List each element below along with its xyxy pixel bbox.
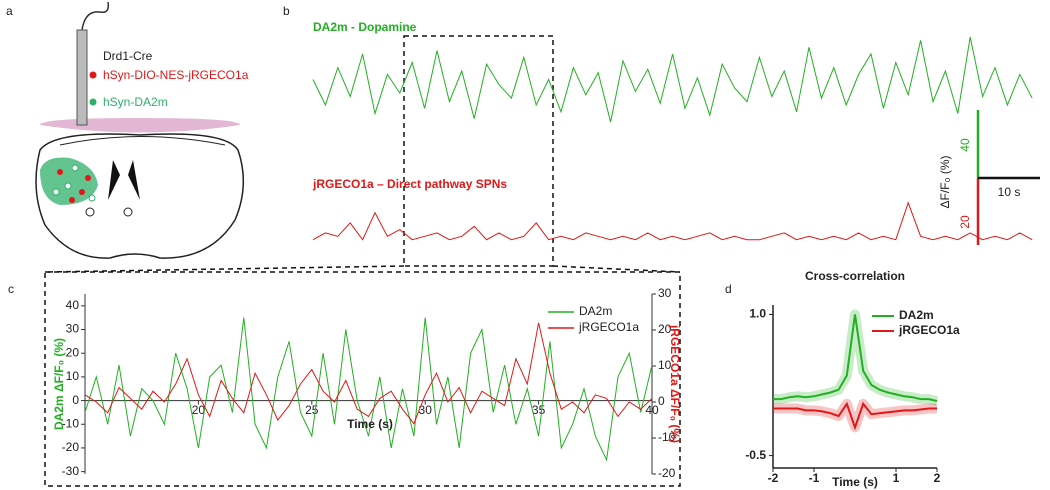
y-tick-label: 0 xyxy=(72,393,79,407)
panel-label: d xyxy=(725,282,732,296)
y2-tick-label: -10 xyxy=(658,430,676,444)
scale-label: ΔF/F₀ (%) xyxy=(938,156,952,209)
x-tick-label: 1 xyxy=(893,471,900,485)
legend-label: jRGECO1a xyxy=(898,323,960,337)
y2-tick-label: 10 xyxy=(658,358,672,372)
x-tick-label: -2 xyxy=(768,471,779,485)
zoom-box xyxy=(44,35,681,487)
y-tick-label: -20 xyxy=(62,440,80,454)
headcap xyxy=(40,118,240,133)
trace-line xyxy=(84,322,653,425)
scale-label: 20 xyxy=(958,215,972,229)
diagram-label: hSyn-DA2m xyxy=(103,95,168,109)
trace-line xyxy=(773,401,937,431)
landmark xyxy=(85,207,95,217)
trace-line xyxy=(312,36,1033,123)
trace-title: DA2m - Dopamine xyxy=(313,20,417,34)
x-tick-label: 2 xyxy=(934,471,941,485)
y2-tick-label: -20 xyxy=(658,466,676,480)
scale-label: 40 xyxy=(958,138,972,152)
x-tick-label: 20 xyxy=(192,403,206,417)
trace-title: jRGECO1a – Direct pathway SPNs xyxy=(312,177,507,191)
y-tick-label: 10 xyxy=(66,369,80,383)
panel-label: b xyxy=(283,4,290,18)
trace-line xyxy=(773,314,938,402)
y2-axis-label: jRGECO1a ΔF/F₀ (%) xyxy=(668,324,682,443)
x-axis-label: Time (s) xyxy=(347,417,393,431)
legend-label: jRGECO1a xyxy=(578,320,639,334)
trace-line xyxy=(84,317,653,462)
chart-title: Cross-correlation xyxy=(805,269,905,283)
diagram-label: Drd1-Cre xyxy=(103,49,153,63)
x-tick-label: 40 xyxy=(645,403,659,417)
fiber-cable xyxy=(81,1,110,31)
diagram-label: hSyn-DIO-NES-jRGECO1a xyxy=(103,68,249,82)
legend-label: DA2m xyxy=(579,304,612,318)
x-tick-label: -1 xyxy=(809,471,820,485)
fiber-implant xyxy=(76,29,88,126)
y2-tick-label: 0 xyxy=(658,394,665,408)
cells xyxy=(52,164,96,203)
y-tick-label: 20 xyxy=(66,345,80,359)
scale-label: 10 s xyxy=(998,185,1021,199)
plot: Cross-correlation 1.0 -0.5-2 -1 1 2 Time (s) DA… xyxy=(745,269,960,489)
ventricles xyxy=(108,160,140,200)
y-tick-label: -10 xyxy=(62,416,80,430)
legend-dot xyxy=(89,71,97,79)
panel-label: c xyxy=(8,282,14,296)
brain-outline xyxy=(35,133,245,259)
y-tick-label: 40 xyxy=(66,298,80,312)
y-tick-label: -30 xyxy=(62,464,80,478)
error-band xyxy=(773,398,937,433)
y-tick-label: 30 xyxy=(66,322,80,336)
y2-tick-label: 20 xyxy=(658,322,672,336)
legend-label: DA2m xyxy=(899,308,934,322)
x-tick-label: 30 xyxy=(419,403,433,417)
x-axis-label: Time (s) xyxy=(832,475,878,489)
legend-dot xyxy=(89,98,97,106)
y-tick-label: -0.5 xyxy=(745,448,766,462)
diagram: Drd1-Cre hSyn-DIO-NES-jRGECO1a hSyn-DA2m xyxy=(35,1,249,259)
panel-label: a xyxy=(6,4,13,18)
y-axis-label: DA2m ΔF/F₀ (%) xyxy=(52,338,66,430)
trace-line xyxy=(312,201,1033,241)
cortex-line xyxy=(59,136,226,146)
x-tick-label: 25 xyxy=(305,403,319,417)
y-tick-label: 1.0 xyxy=(749,307,766,321)
landmark xyxy=(123,207,133,217)
y2-tick-label: 30 xyxy=(658,286,672,300)
